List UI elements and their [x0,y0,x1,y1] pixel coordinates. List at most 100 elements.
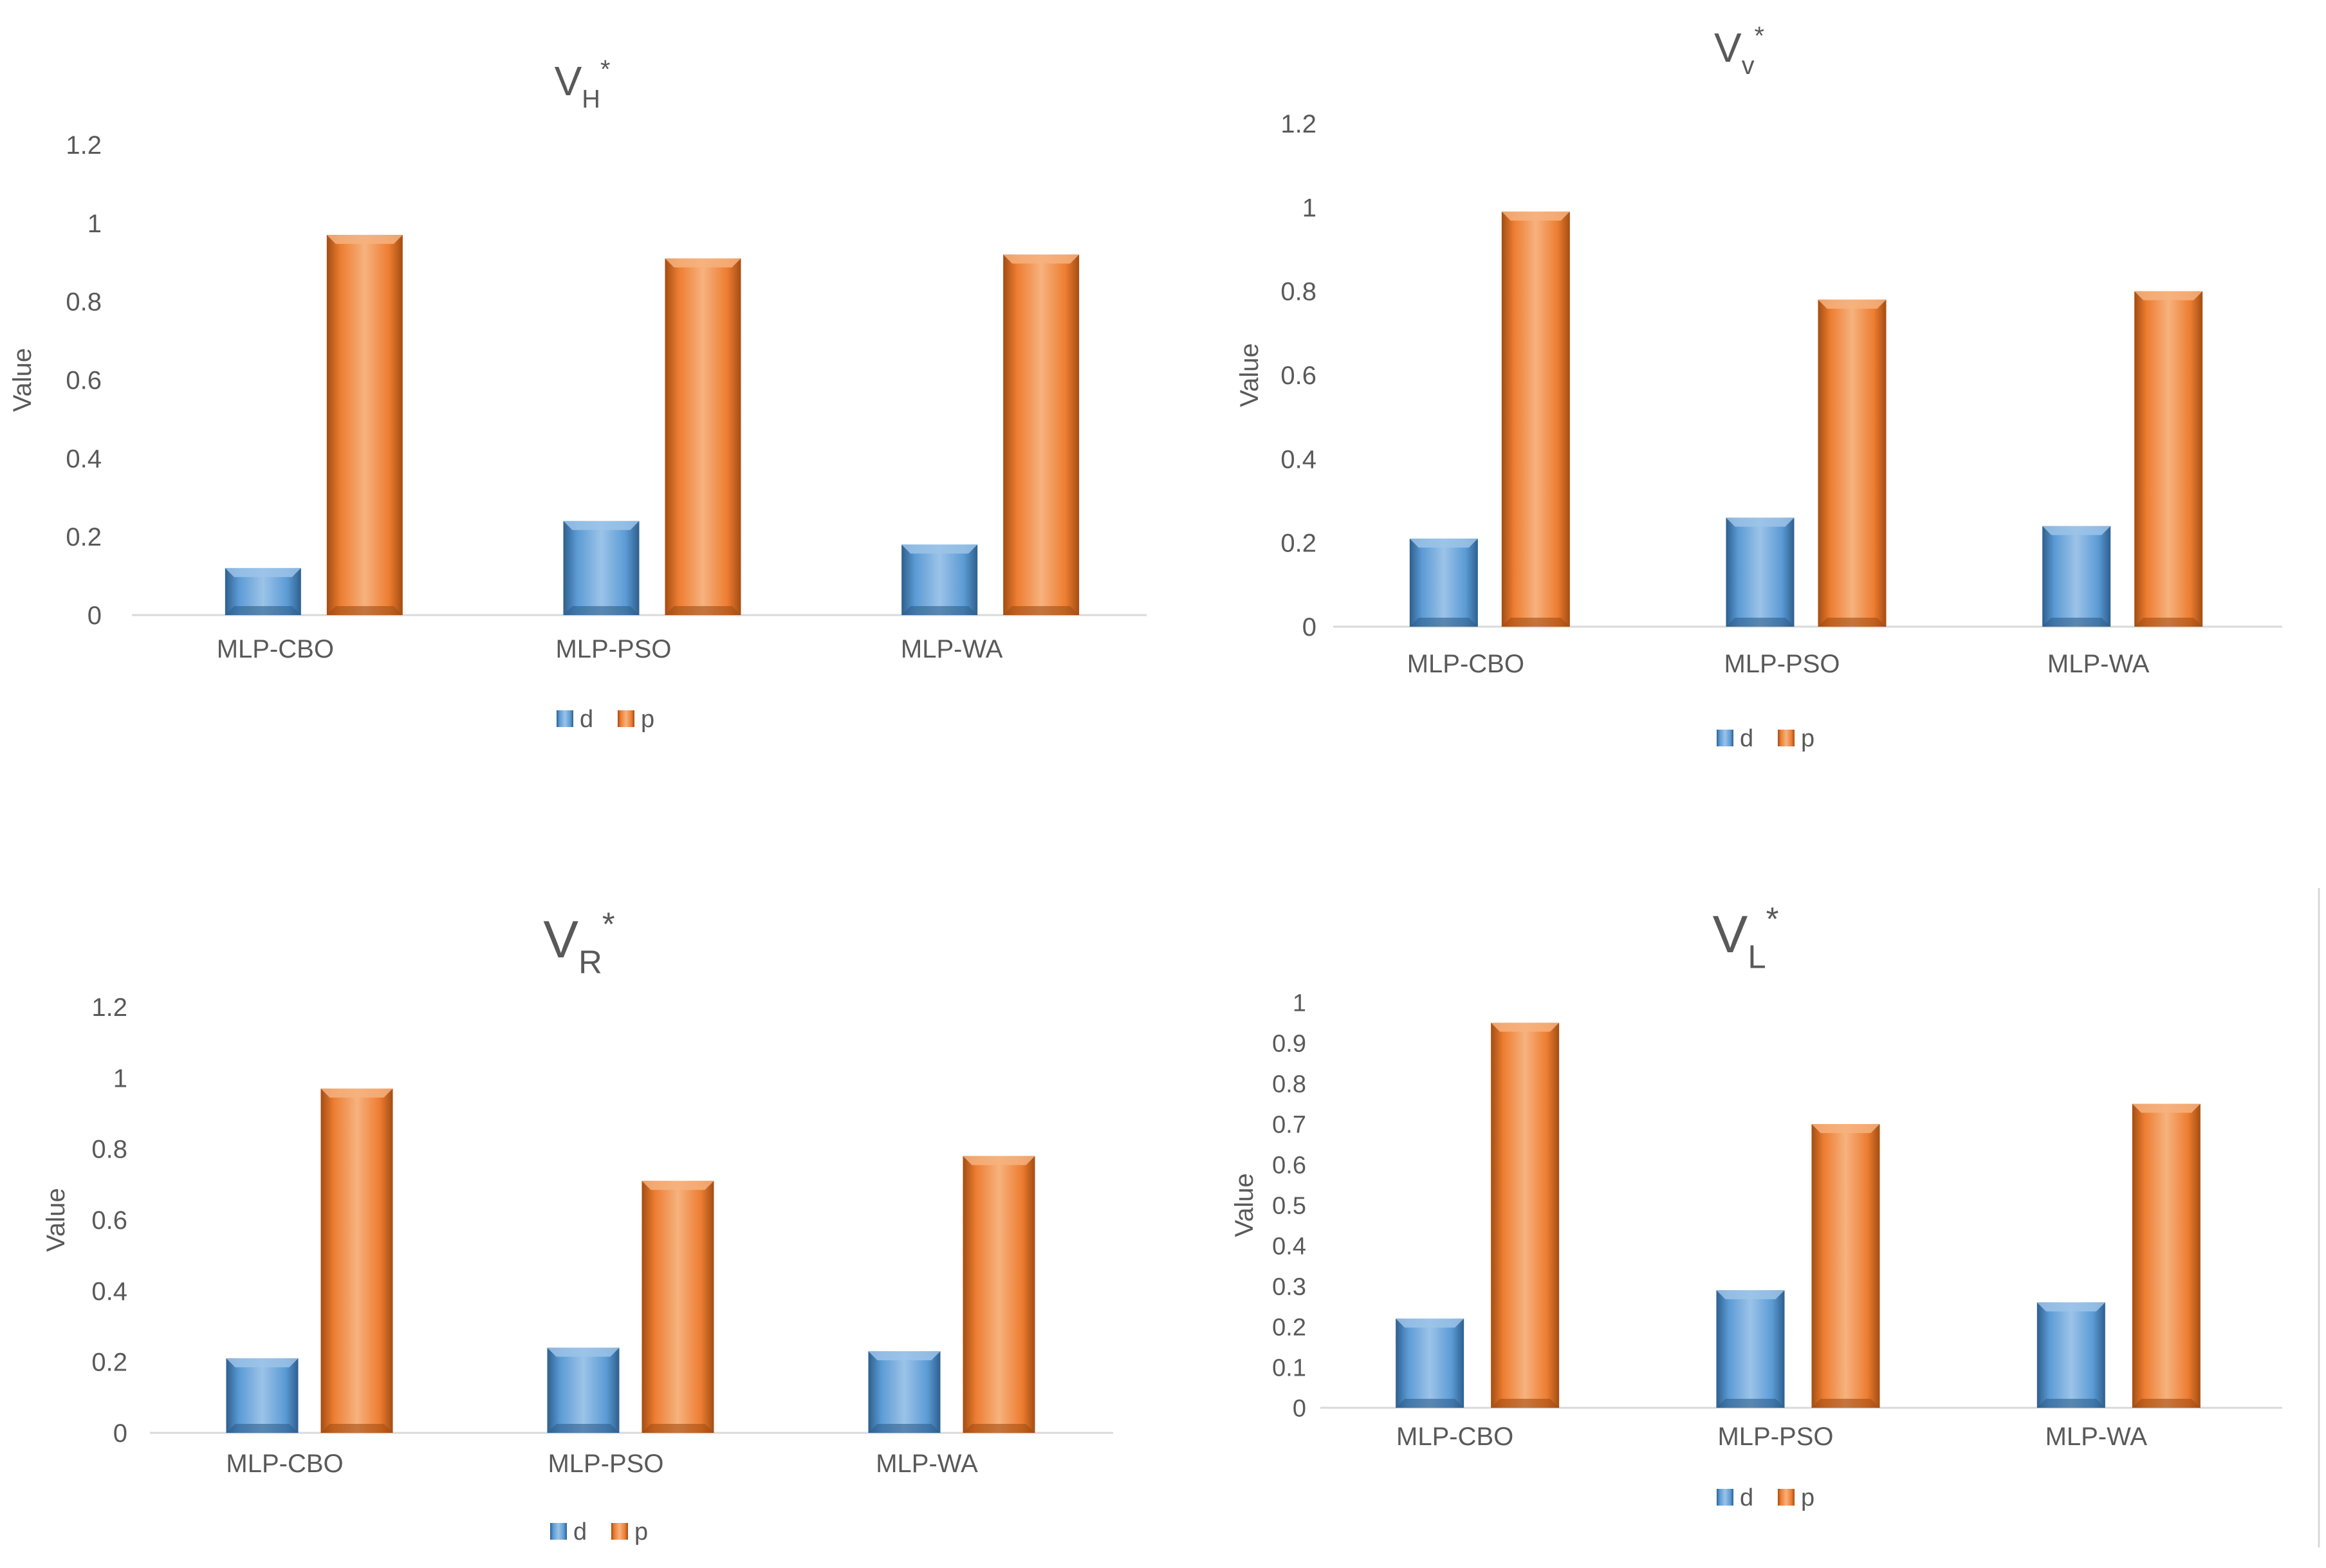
y-tick-label: 0.6 [1272,1152,1306,1179]
bar-bevel-bottom [547,1424,620,1433]
y-tick-label: 0.4 [1280,445,1316,474]
bar-bevel-top [226,1358,299,1368]
bar-bevel-top [326,235,403,244]
bar-bevel-bottom [1811,1399,1880,1408]
y-tick-label: 0.4 [1272,1233,1306,1260]
y-tick-label: 0.8 [66,288,102,317]
bar-bevel-bottom [1003,606,1080,615]
bar-p-mlp-wa [963,1156,1035,1433]
y-tick-label: 1.2 [91,993,127,1022]
bar-bevel-top [1491,1022,1560,1032]
bar-body [547,1347,620,1433]
bar-body [963,1156,1035,1433]
bar-d-mlp-cbo [225,567,301,615]
bar-bevel-bottom [1491,1399,1560,1408]
chart-title-main: V [1714,24,1742,71]
bar-bevel-top [225,567,301,577]
legend-swatch-p [1778,1489,1795,1506]
bar-bevel-bottom [641,1424,714,1433]
x-category-label: MLP-PSO [1717,1423,1833,1451]
bar-d-mlp-pso [547,1347,620,1433]
bar-p-mlp-wa [2134,291,2203,627]
y-tick-label: 0.1 [1272,1354,1306,1381]
x-category-label: MLP-PSO [548,1450,663,1478]
bar-d-mlp-pso [563,521,640,615]
y-tick-label: 0.4 [91,1277,127,1305]
chart-title-superscript: * [1766,901,1779,937]
bar-d-mlp-wa [2042,526,2111,627]
bar-p-mlp-pso [665,258,741,615]
y-tick-label: 1 [1293,990,1306,1017]
bar-bevel-top [665,258,741,268]
bar-bevel-bottom [901,606,978,615]
bar-d-mlp-pso [1716,1290,1785,1408]
legend-label-d: d [573,1518,587,1545]
chart-panel-1: VH* Value 0 0.2 0.4 0.6 0.8 1 1.2 MLP-CBO MLP-PSO M… [8,55,1147,733]
bar-bevel-top [2132,1103,2201,1113]
chart-title-subscript: L [1748,939,1766,975]
bar-body [665,258,741,615]
bar-bevel-top [1501,211,1570,221]
bar-d-mlp-wa [901,544,978,615]
chart-title-subscript: R [578,944,602,981]
y-tick-label: 0 [1302,613,1316,641]
legend-label-p: p [634,1518,648,1545]
bar-bevel-bottom [1501,618,1570,627]
bar-p-mlp-pso [1811,1124,1880,1408]
chart-title: Vv* [1714,22,1764,80]
bar-bevel-top [1726,517,1795,527]
bar-bevel-top [1818,299,1887,309]
y-tick-label: 0.8 [1272,1071,1306,1098]
x-category-label: MLP-WA [2045,1423,2148,1451]
y-tick-label: 0.7 [1272,1111,1306,1138]
bar-bevel-bottom [1409,618,1478,627]
x-category-label: MLP-CBO [226,1450,343,1478]
bar-d-mlp-cbo [1396,1318,1464,1408]
bar-body [1811,1124,1880,1408]
chart-title: VR* [543,906,614,981]
y-tick-label: 0.2 [1280,530,1316,558]
y-tick-label: 0.2 [1272,1314,1306,1341]
chart-title-superscript: * [600,55,610,84]
x-category-label: MLP-WA [2047,650,2150,678]
bar-bevel-top [963,1156,1035,1165]
bar-bevel-top [1003,254,1080,264]
bar-d-mlp-wa [868,1351,941,1433]
bar-bevel-top [1716,1290,1785,1300]
chart-panel-2: Vv* Value 0 0.2 0.4 0.6 0.8 1 1.2 MLP-CBO MLP-PSO M… [1235,22,2282,752]
legend-swatch-d [550,1523,567,1540]
bar-bevel-top [901,544,978,554]
bar-body [901,544,978,615]
chart-title-superscript: * [602,906,615,943]
y-tick-label: 1 [1302,194,1316,222]
bar-p-mlp-wa [2132,1103,2201,1408]
bar-bevel-bottom [326,606,403,615]
y-axis-label: Value [1230,1173,1259,1237]
bar-bevel-top [1409,539,1478,548]
chart-title-main: V [1713,905,1748,964]
bar-bevel-top [2042,526,2111,535]
bar-bevel-bottom [225,606,301,615]
legend-label-d: d [1740,725,1753,752]
bar-p-mlp-pso [641,1181,714,1433]
legend-label-p: p [1801,725,1814,752]
y-tick-label: 0.5 [1272,1192,1306,1219]
bar-bevel-top [2134,291,2203,300]
bar-bevel-top [320,1088,393,1098]
bar-bevel-bottom [563,606,640,615]
y-tick-label: 0 [113,1419,127,1448]
bar-body [1003,254,1080,616]
bar-body [563,521,640,615]
bar-body [1409,539,1478,627]
bar-bevel-bottom [665,606,741,615]
bar-bevel-top [1396,1318,1464,1328]
y-tick-label: 0.6 [66,367,102,395]
y-tick-label: 0 [88,602,102,630]
bar-bevel-bottom [1726,618,1795,627]
bar-body [320,1088,393,1433]
bar-body [1396,1318,1464,1408]
x-category-label: MLP-PSO [555,635,671,663]
chart-panel-3: VR* Value 0 0.2 0.4 0.6 0.8 1 1.2 MLP-CBO MLP-PSO M… [42,906,1113,1545]
bar-body [2036,1302,2105,1408]
